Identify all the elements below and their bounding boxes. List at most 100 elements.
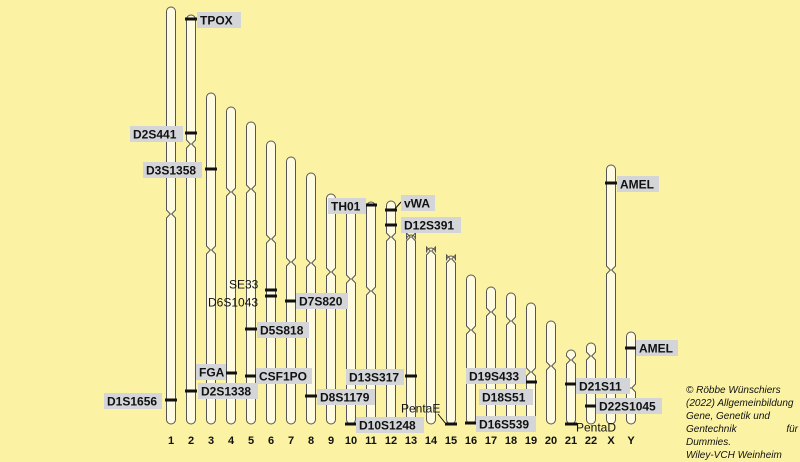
chromosome-4: 4 <box>226 106 236 447</box>
chromosome-14: 14 <box>425 245 438 447</box>
chromosome-set: 1 2 3 4 5 6 7 8 9 10 11 12 13 14 15 16 17 18 19 20 21 22 X Y <box>166 6 636 447</box>
marker-d16s539-16: D16S539 <box>465 416 536 432</box>
chromosome-label: 14 <box>425 435 438 447</box>
chromosome-label: 5 <box>248 435 254 447</box>
marker-label-box <box>346 369 404 385</box>
chromosome-label: 15 <box>445 435 457 447</box>
chromosome-outline <box>206 92 216 425</box>
marker-d8s1179-8: D8S1179 <box>305 389 375 405</box>
chromosome-outline <box>226 106 236 425</box>
marker-label-box <box>197 12 241 28</box>
marker-label-box <box>479 389 533 405</box>
marker-th01-11: TH01 <box>328 198 377 214</box>
marker-d18s51-18: D18S51 <box>479 389 533 405</box>
credit-line-1: © Röbbe Wünschiers <box>686 385 781 396</box>
chromosome-outline <box>606 164 616 425</box>
marker-band <box>185 17 197 21</box>
marker-label: D12S391 <box>404 219 454 233</box>
chromosome-label: 16 <box>465 435 477 447</box>
marker-band <box>285 299 297 303</box>
credit-line-4: Gentechnik für Dummies. <box>686 424 798 448</box>
marker-label-box <box>317 389 375 405</box>
marker-label: D5S818 <box>260 324 304 338</box>
marker-label-box <box>636 340 678 356</box>
chromosome-10: 10 <box>345 199 357 447</box>
marker-band <box>445 422 457 426</box>
marker-band <box>185 389 197 393</box>
chromosome-21: 21 <box>565 349 577 447</box>
marker-band <box>605 181 617 185</box>
marker-tpox-2: TPOX <box>185 12 241 28</box>
copyright-credit: © Röbbe Wünschiers (2022) Allgemeinbildu… <box>686 384 798 462</box>
chromosome-12: 12 <box>385 200 397 447</box>
marker-label: PentaE <box>401 402 440 416</box>
marker-label-box <box>256 368 312 384</box>
marker-vwa-12: vWA <box>385 195 435 212</box>
chromosome-outline <box>566 349 576 425</box>
marker-label: PentaD <box>576 421 616 435</box>
marker-label-box <box>576 378 630 394</box>
marker-d12s391-12: D12S391 <box>385 217 461 233</box>
marker-band <box>565 382 577 386</box>
marker-band <box>465 421 477 425</box>
marker-connector <box>437 413 447 425</box>
chromosome-7: 7 <box>286 156 296 447</box>
marker-label: D18S51 <box>482 391 526 405</box>
chromosome-outline <box>246 121 256 425</box>
chromosome-2: 2 <box>186 14 196 447</box>
marker-label: D6S1043 <box>208 296 258 310</box>
chromosome-15: 15 <box>445 253 457 447</box>
marker-label: D1S1656 <box>107 395 157 409</box>
marker-band <box>245 374 257 378</box>
marker-label: D2S441 <box>133 128 177 142</box>
chromosome-8: 8 <box>306 172 316 447</box>
marker-label: D16S539 <box>479 418 529 432</box>
marker-band <box>205 167 217 171</box>
marker-label: D10S1248 <box>359 419 416 433</box>
chromosome-label: 18 <box>505 435 517 447</box>
chromosome-outline <box>166 6 176 425</box>
karyotype-diagram: 1 2 3 4 5 6 7 8 9 10 11 12 13 14 15 16 17 18 19 20 21 22 X YTPO… <box>104 6 678 447</box>
marker-d21s11-21: D21S11 <box>565 378 630 394</box>
chromosome-label: 22 <box>585 435 597 447</box>
marker-label-box <box>130 126 183 142</box>
marker-label: CSF1PO <box>259 370 307 384</box>
marker-label-box <box>143 162 202 178</box>
chromosome-label: 2 <box>188 435 194 447</box>
chromosome-9: 9 <box>326 193 336 447</box>
marker-d22s1045-22: D22S1045 <box>585 398 662 414</box>
marker-band <box>345 422 357 426</box>
marker-band <box>245 327 257 331</box>
marker-label: AMEL <box>639 342 673 356</box>
marker-amel-y: AMEL <box>625 340 678 356</box>
marker-d5s818-5: D5S818 <box>245 322 309 338</box>
marker-band <box>625 346 637 350</box>
marker-pentad-21: PentaD <box>565 421 616 435</box>
marker-d2s1338-2: D2S1338 <box>185 383 258 399</box>
marker-d19s433-19: D19S433 <box>466 368 537 384</box>
chromosome-label: 11 <box>365 435 377 447</box>
marker-d10s1248-10: D10S1248 <box>345 417 424 433</box>
marker-set: TPOX D2S441 D3S1358 TH01 vWA D12S391 AMEL SE33 D… <box>104 12 678 435</box>
marker-label: D22S1045 <box>599 400 656 414</box>
marker-band <box>385 223 397 227</box>
marker-label-box <box>401 217 461 233</box>
marker-band <box>405 374 417 378</box>
marker-label: D2S1338 <box>201 385 251 399</box>
marker-fga-4: FGA <box>196 364 237 380</box>
chromosome-20: 20 <box>545 320 557 447</box>
marker-d13s317-13: D13S317 <box>346 369 417 385</box>
marker-label-box <box>296 293 348 309</box>
marker-d3s1358-3: D3S1358 <box>143 162 217 178</box>
marker-connector <box>393 201 402 211</box>
chromosome-outline <box>286 156 296 425</box>
chromosome-outline <box>186 14 196 425</box>
marker-label: D8S1179 <box>320 391 370 405</box>
chromosome-11: 11 <box>365 201 377 447</box>
chromosome-label: Y <box>627 435 635 447</box>
marker-label-box <box>104 393 162 409</box>
chromosome-label: X <box>607 435 615 447</box>
marker-label: D7S820 <box>299 295 343 309</box>
chromosome-label: 1 <box>168 435 174 447</box>
marker-csf1po-5: CSF1PO <box>245 368 312 384</box>
